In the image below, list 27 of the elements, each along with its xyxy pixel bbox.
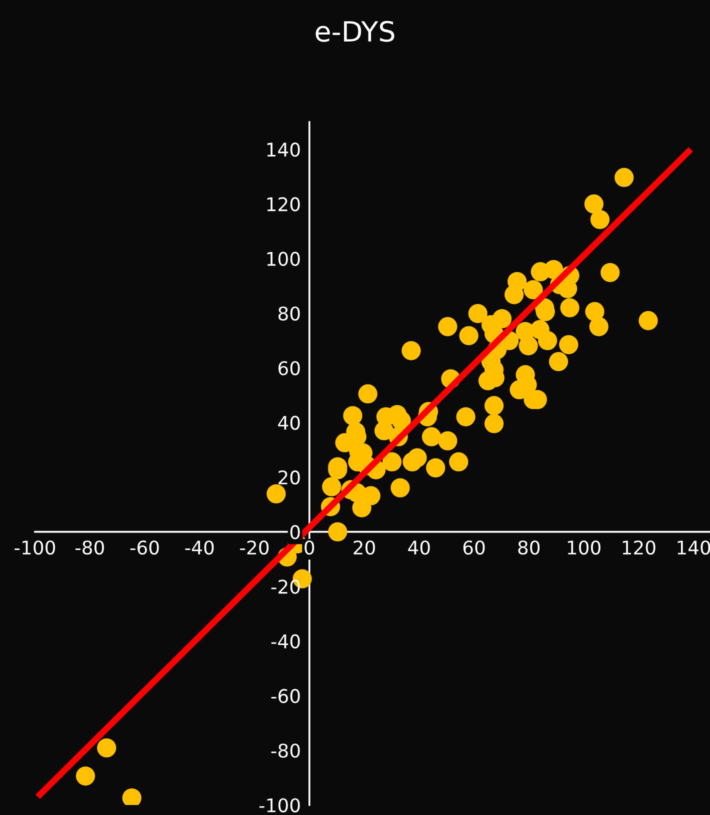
x-tick-label: 120 — [622, 540, 656, 555]
y-tick-label: 120 — [267, 197, 300, 212]
y-tick-label: 80 — [278, 306, 300, 321]
y-tick-label: -60 — [271, 688, 300, 704]
y-tick-label: 20 — [278, 470, 300, 485]
y-tick-label: 0 — [290, 525, 300, 540]
y-tick-label: 140 — [267, 142, 300, 157]
y-tick-label: -80 — [271, 744, 300, 758]
x-tick-label: -80 — [75, 540, 104, 555]
x-tick-label: -60 — [130, 540, 159, 555]
y-tick-label: -40 — [271, 634, 300, 648]
x-tick-label: -20 — [240, 540, 269, 555]
x-tick-label: -40 — [185, 540, 214, 555]
y-tick-label: 60 — [278, 361, 300, 376]
x-tick-label: 40 — [408, 540, 430, 555]
x-tick-label: -100 — [14, 540, 56, 555]
y-tick-label: -20 — [271, 580, 300, 594]
x-tick-label: 140 — [678, 540, 710, 555]
chart-title: e-DYS — [316, 20, 394, 42]
y-tick-label: -100 — [259, 798, 300, 812]
y-tick-label: 100 — [267, 252, 300, 266]
x-tick-label: 60 — [463, 540, 485, 555]
y-tick-label: 40 — [278, 416, 300, 430]
x-tick-label: 20 — [354, 540, 375, 555]
x-tick-label: 100 — [568, 540, 600, 555]
x-tick-label: 0 — [304, 540, 314, 555]
x-tick-label: 80 — [518, 540, 540, 555]
